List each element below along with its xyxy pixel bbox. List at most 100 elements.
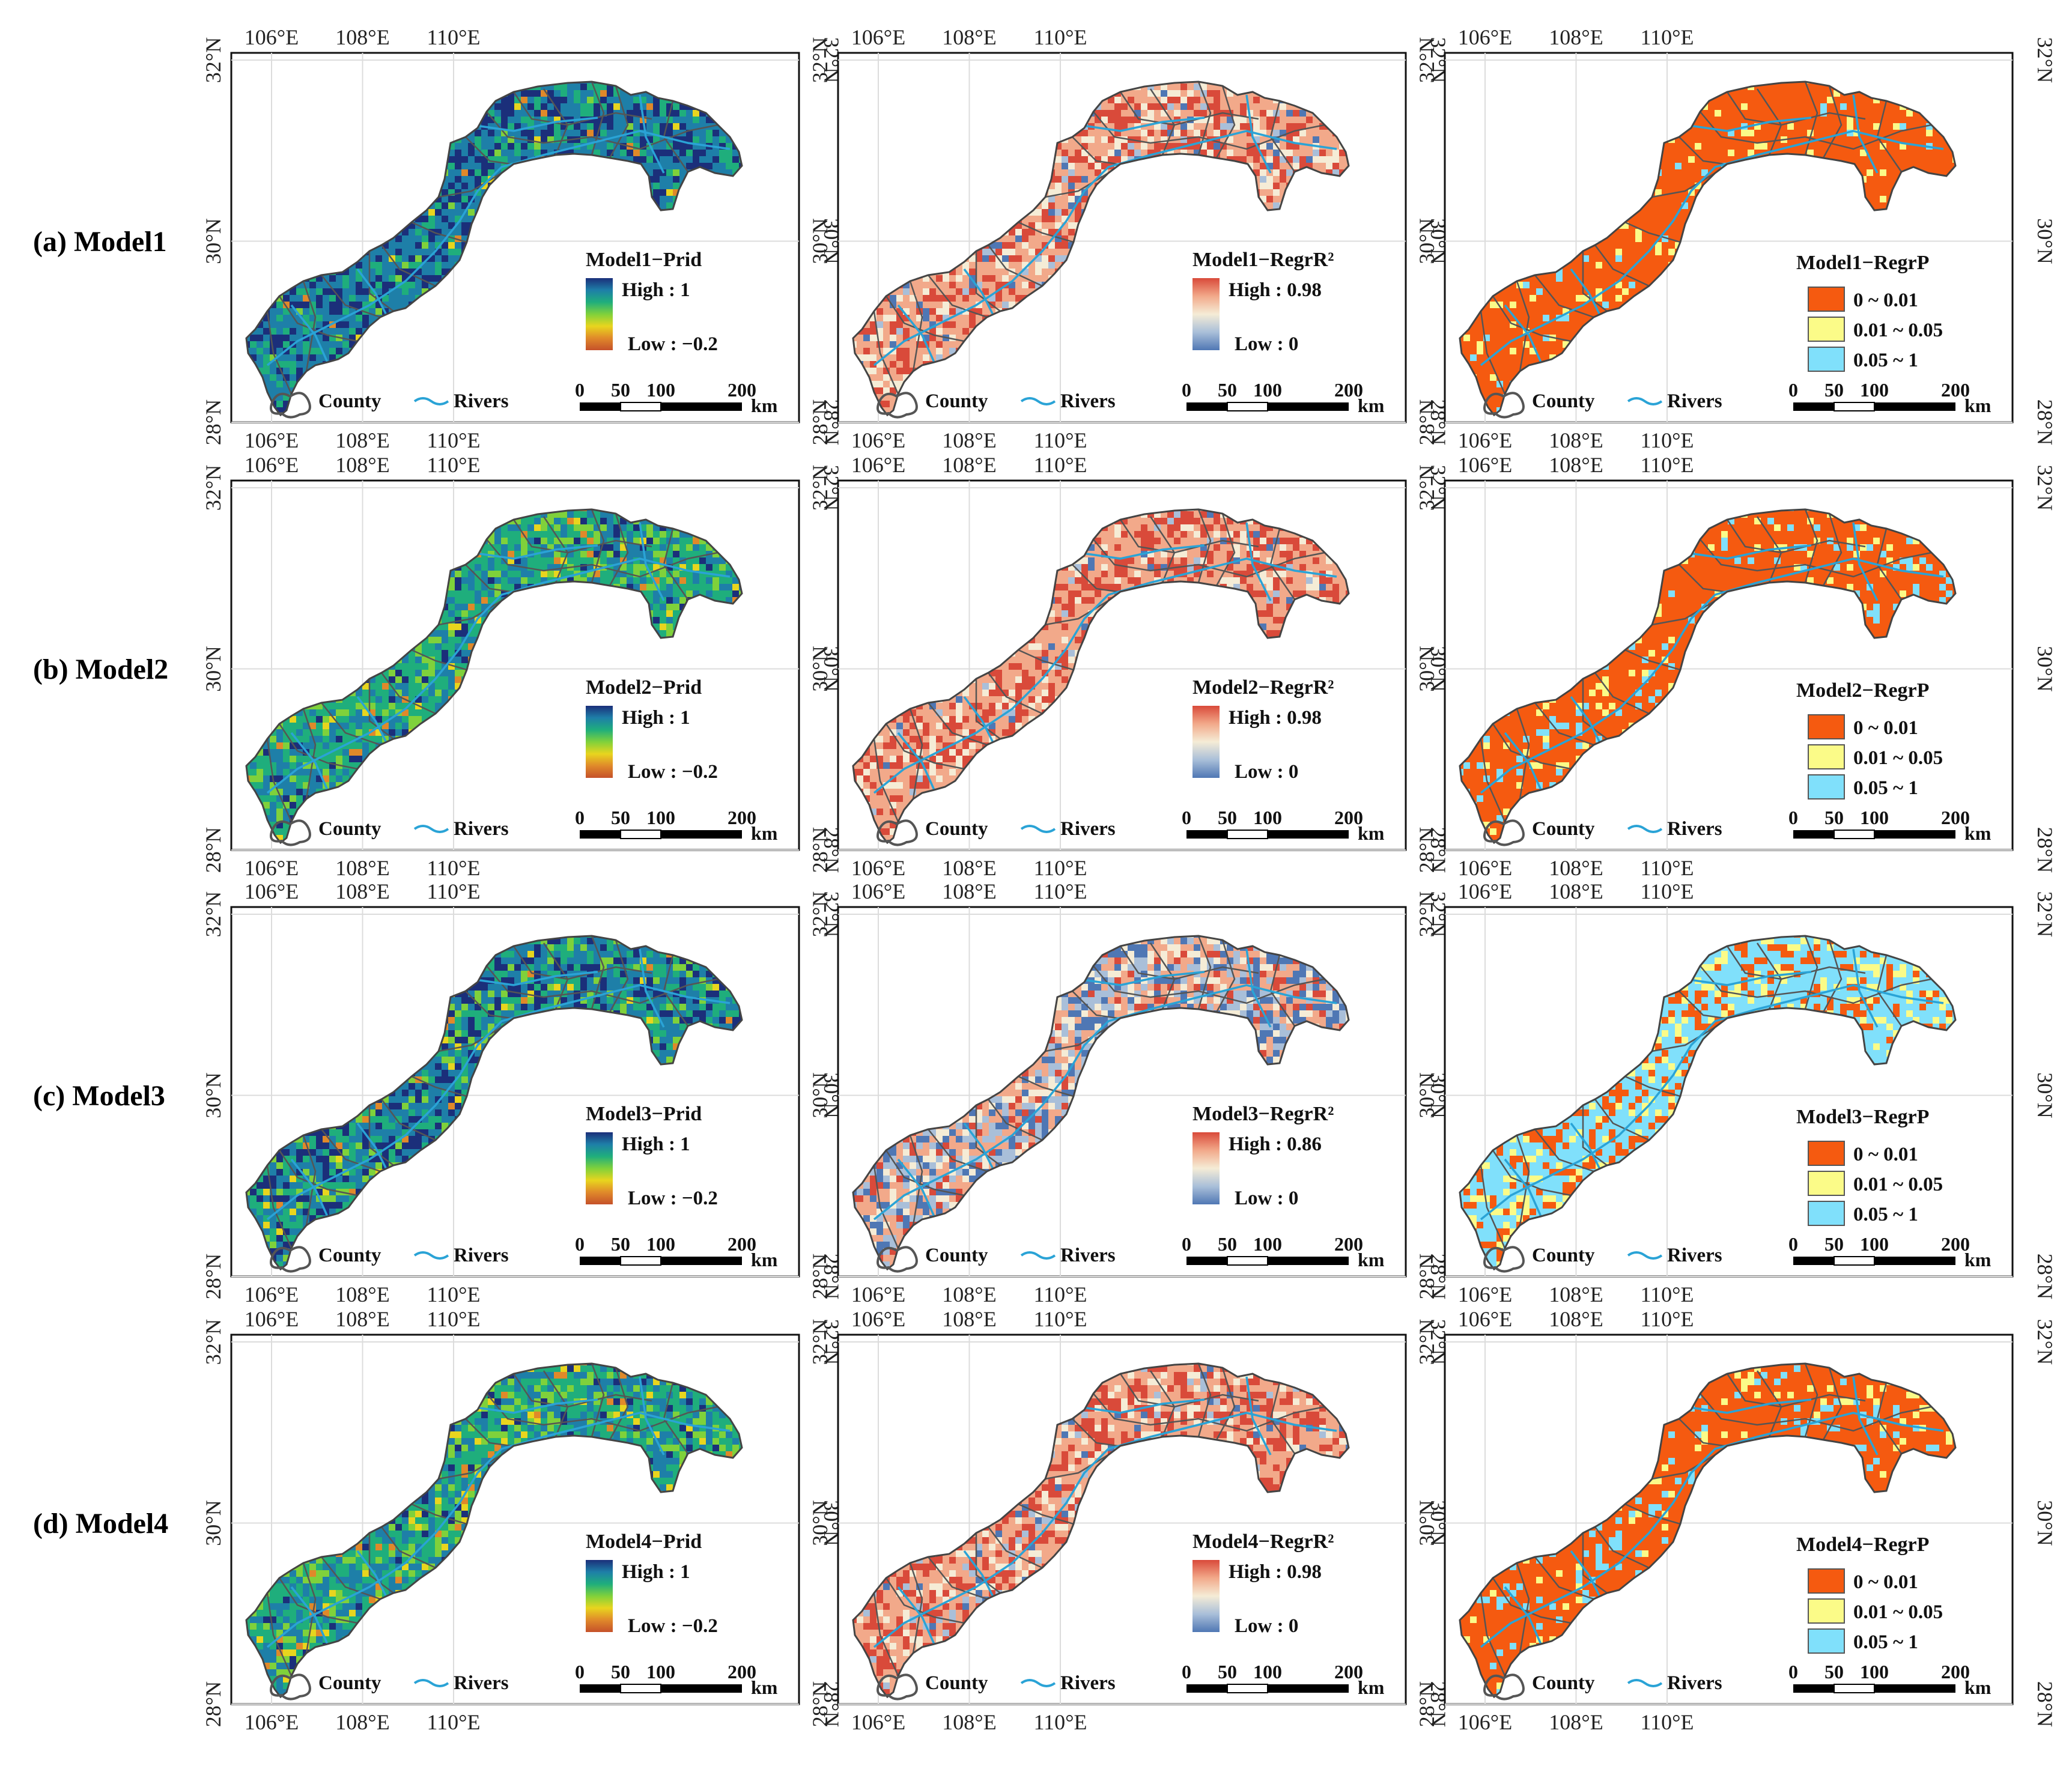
river-line: [1245, 94, 1272, 174]
lon-tick-label: 108°E: [942, 453, 996, 477]
rivers-legend: Rivers: [1020, 1672, 1116, 1694]
lon-tick-label: 110°E: [427, 428, 480, 452]
county-boundary: [873, 1592, 899, 1676]
legend-title: Model2−RegrP: [1796, 679, 1929, 702]
scale-segment: [1793, 1684, 1834, 1693]
county-boundary: [1516, 708, 1530, 800]
county-boundary: [1624, 221, 1681, 243]
river-icon: [1020, 1251, 1056, 1260]
county-boundary: [486, 1393, 719, 1432]
legend-low-label: Low : −0.2: [628, 1188, 718, 1209]
county-outline-icon: [876, 819, 918, 846]
scale-segment: [1834, 830, 1875, 839]
county-boundary: [266, 1592, 293, 1676]
scale-segment: [661, 402, 742, 411]
county-boundary: [321, 275, 381, 318]
scale-label: 0: [1788, 379, 1798, 401]
county-boundary: [1624, 1075, 1681, 1097]
county-boundary: [1594, 1526, 1650, 1569]
lat-tick-label: 32°N: [201, 891, 225, 937]
lon-tick-label: 110°E: [1640, 25, 1694, 49]
county-boundary: [1651, 1454, 1716, 1480]
scale-label: 50: [1218, 807, 1237, 828]
county-boundary: [609, 1367, 629, 1440]
lat-tick-label: 28°N: [1415, 1254, 1439, 1299]
legend-colorbar: [586, 278, 613, 350]
scale-label: 0: [575, 379, 585, 401]
region-outline: [245, 80, 743, 417]
scale-segment: [661, 1684, 742, 1693]
legend-low-label: Low : 0: [1235, 1615, 1298, 1637]
river-icon: [413, 1679, 449, 1687]
scale-label: 50: [611, 807, 630, 828]
scale-label: 100: [1860, 379, 1889, 401]
lon-tick-label: 108°E: [335, 879, 389, 903]
scale-unit: km: [1964, 1676, 1991, 1698]
lon-tick-label: 108°E: [335, 1307, 389, 1331]
lon-tick-label: 108°E: [1549, 25, 1603, 49]
region-outline: [245, 935, 743, 1271]
river-line: [1504, 1586, 1542, 1645]
lon-tick-label: 108°E: [1549, 1282, 1603, 1306]
river-line: [963, 1550, 995, 1600]
river-line: [897, 732, 935, 790]
county-boundary: [278, 723, 358, 770]
lon-tick-label: 106°E: [851, 879, 905, 903]
county-boundary: [1018, 1075, 1074, 1097]
scale-label: 200: [1334, 379, 1363, 401]
lat-tick-label: 28°N: [201, 399, 225, 445]
scale-label: 200: [1941, 1233, 1970, 1255]
river-line: [873, 1412, 1337, 1648]
county-boundary: [1480, 1592, 1506, 1676]
legend-title: Model1−RegrP: [1796, 252, 1929, 274]
county-boundary: [266, 311, 293, 395]
scale-label: 50: [611, 1661, 630, 1683]
legend-title: Model3−Prid: [586, 1103, 702, 1125]
county-outline-icon: [270, 392, 311, 419]
scale-unit: km: [1964, 395, 1991, 416]
river-line: [1480, 557, 1944, 794]
legend-class-swatch: [1808, 287, 1845, 312]
scale-label: 200: [1334, 1233, 1363, 1255]
region-outline: [1459, 935, 1957, 1271]
scale-label: 0: [575, 807, 585, 828]
map-panel-r2: 106°E 106°E 108°E 108°E 110°E 110°E 28°N 28°N 30…: [808, 879, 1450, 1306]
scale-segment: [1186, 1257, 1227, 1265]
lat-tick-label: 28°N: [201, 1681, 225, 1727]
river-line: [1078, 971, 1205, 986]
lon-tick-label: 108°E: [335, 428, 389, 452]
lon-tick-label: 106°E: [1458, 428, 1512, 452]
scale-label: 200: [1334, 1661, 1363, 1683]
river-line: [873, 984, 1337, 1221]
river-line: [639, 522, 665, 601]
county-boundary: [1756, 942, 1782, 1010]
scale-label: 100: [1253, 1233, 1282, 1255]
rivers-label: Rivers: [1060, 390, 1116, 412]
lon-tick-label: 110°E: [1640, 453, 1694, 477]
legend-class-swatch: [1808, 1141, 1845, 1166]
river-icon: [1627, 397, 1663, 405]
lat-tick-label: 28°N: [1415, 1681, 1439, 1727]
county-boundary: [1018, 649, 1074, 671]
river-icon: [1020, 397, 1056, 405]
county-legend: County: [876, 1245, 988, 1273]
county-legend: County: [270, 1245, 381, 1273]
lon-tick-label: 110°E: [1033, 1710, 1087, 1734]
legend-colorbar: [586, 706, 613, 778]
county-boundary: [873, 738, 899, 822]
county-boundary: [486, 965, 719, 1004]
river-line: [1852, 948, 1879, 1028]
lon-tick-label: 110°E: [427, 856, 480, 880]
county-label: County: [1532, 1245, 1595, 1266]
county-boundary: [1624, 649, 1681, 671]
county-label: County: [1532, 390, 1595, 412]
county-label: County: [925, 1672, 988, 1694]
river-line: [1245, 948, 1272, 1028]
scale-unit: km: [1964, 822, 1991, 844]
river-line: [873, 130, 1337, 366]
lon-tick-label: 110°E: [427, 1307, 480, 1331]
scale-unit: km: [751, 1249, 778, 1270]
legend-low-label: Low : −0.2: [628, 761, 718, 783]
lon-tick-label: 106°E: [851, 1282, 905, 1306]
